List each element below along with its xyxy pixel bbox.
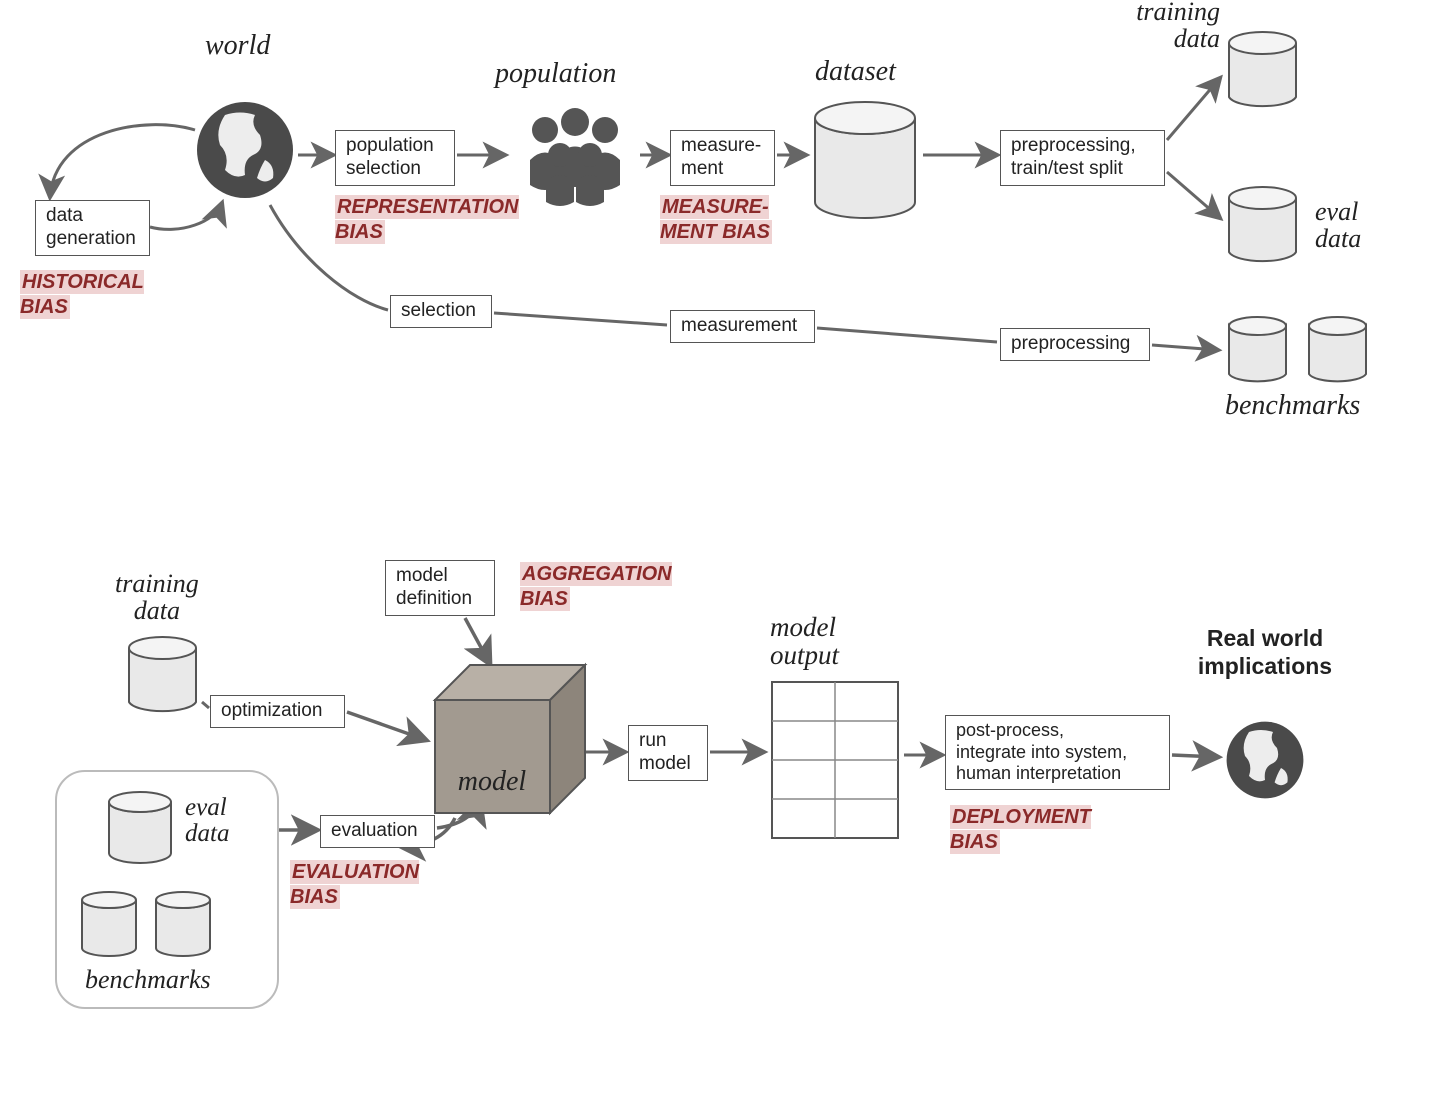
training-data-label: trainingdata: [1125, 0, 1220, 53]
optimization-box: optimization: [210, 695, 345, 728]
population-selection-box: populationselection: [335, 130, 455, 186]
dataset-label: dataset: [815, 56, 896, 88]
measurement2-box: measurement: [670, 310, 815, 343]
selection-box: selection: [390, 295, 492, 328]
representation-bias: REPRESENTATIONBIAS: [335, 195, 519, 245]
people-icon: [510, 100, 640, 210]
real-world-globe-icon: [1225, 720, 1305, 800]
eval-data2-cylinder: [105, 790, 175, 865]
run-model-box: runmodel: [628, 725, 708, 781]
globe-icon: [195, 100, 295, 200]
training-data-cylinder: [1225, 30, 1300, 110]
diagram-canvas: world population dataset trainingdata ev…: [0, 0, 1444, 1094]
deployment-bias: DEPLOYMENTBIAS: [950, 805, 1091, 855]
real-world-label: Real worldimplications: [1190, 625, 1340, 680]
benchmarks-cylinder-b: [1305, 315, 1370, 385]
preprocessing-split-box: preprocessing,train/test split: [1000, 130, 1165, 186]
evaluation-box: evaluation: [320, 815, 435, 848]
benchmarks-cylinder-a: [1225, 315, 1290, 385]
benchmarks-label: benchmarks: [1225, 390, 1360, 422]
benchmarks2-cylinder-a: [78, 890, 140, 958]
preprocessing-box: preprocessing: [1000, 328, 1150, 361]
world-label: world: [205, 30, 270, 62]
eval-data-cylinder: [1225, 185, 1300, 265]
measurement-bias: MEASURE-MENT BIAS: [660, 195, 772, 245]
benchmarks2-label: benchmarks: [85, 965, 211, 995]
model-output-grid: [770, 680, 900, 840]
benchmarks2-cylinder-b: [152, 890, 214, 958]
population-label: population: [495, 58, 616, 90]
model-output-label: modeloutput: [770, 613, 839, 670]
data-generation-box: datageneration: [35, 200, 150, 256]
training-data2-cylinder: [125, 635, 200, 715]
post-process-box: post-process,integrate into system,human…: [945, 715, 1170, 790]
historical-bias: HISTORICALBIAS: [20, 270, 144, 320]
dataset-cylinder: [810, 100, 920, 220]
model-cube: model: [430, 660, 600, 820]
eval-data2-label: evaldata: [185, 795, 229, 848]
evaluation-bias: EVALUATIONBIAS: [290, 860, 419, 910]
svg-text:model: model: [458, 766, 527, 797]
training-data2-label: trainingdata: [115, 570, 199, 625]
aggregation-bias: AGGREGATIONBIAS: [520, 562, 672, 612]
eval-data-label: evaldata: [1315, 198, 1361, 253]
model-definition-box: modeldefinition: [385, 560, 495, 616]
measurement-box: measure-ment: [670, 130, 775, 186]
